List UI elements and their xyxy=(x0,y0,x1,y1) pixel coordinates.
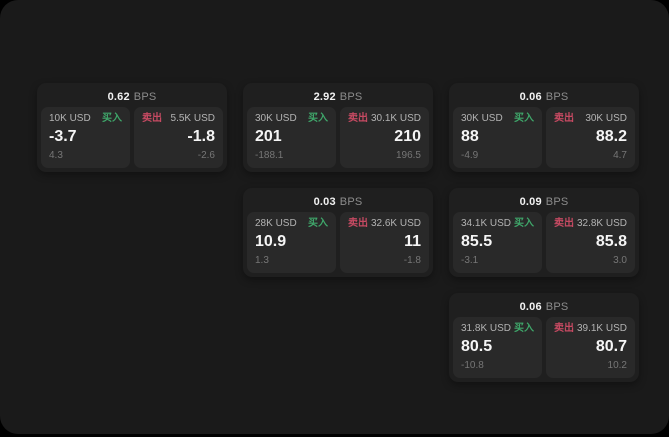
sell-side-label: 卖出 xyxy=(348,218,368,229)
quote-card: 0.06 BPS 30K USD 买入 88 -4.9 卖出 30K USD xyxy=(449,83,639,172)
quote-card: 0.03 BPS 28K USD 买入 10.9 1.3 卖出 32.6K US… xyxy=(243,188,433,277)
sell-side-label: 卖出 xyxy=(554,323,574,334)
bps-value: 0.09 xyxy=(519,196,542,208)
buy-delta: -188.1 xyxy=(255,150,284,161)
card-header: 0.09 BPS xyxy=(453,192,635,212)
buy-tile[interactable]: 34.1K USD 买入 85.5 -3.1 xyxy=(453,212,542,273)
sell-delta: 196.5 xyxy=(395,150,421,161)
sell-price: 88.2 xyxy=(595,128,627,145)
buy-amount: 10K USD xyxy=(49,113,91,124)
buy-price: 88 xyxy=(461,128,479,145)
sell-side-label: 卖出 xyxy=(554,113,574,124)
sell-price: 80.7 xyxy=(595,338,627,355)
buy-tile[interactable]: 30K USD 买入 88 -4.9 xyxy=(453,107,542,168)
bps-value: 2.92 xyxy=(313,91,336,103)
sell-tile[interactable]: 卖出 32.6K USD 11 -1.8 xyxy=(340,212,429,273)
sell-delta: -2.6 xyxy=(197,150,215,161)
buy-price: 201 xyxy=(255,128,282,145)
bps-value: 0.62 xyxy=(107,91,130,103)
card-header: 0.62 BPS xyxy=(41,87,223,107)
card-header: 0.03 BPS xyxy=(247,192,429,212)
buy-amount: 30K USD xyxy=(461,113,503,124)
bps-value: 0.03 xyxy=(313,196,336,208)
buy-tile[interactable]: 30K USD 买入 201 -188.1 xyxy=(247,107,336,168)
bps-unit: BPS xyxy=(133,91,157,103)
sell-delta: 10.2 xyxy=(607,360,627,371)
buy-delta: -3.1 xyxy=(461,255,479,266)
buy-delta: -4.9 xyxy=(461,150,479,161)
buy-tile[interactable]: 31.8K USD 买入 80.5 -10.8 xyxy=(453,317,542,378)
buy-delta: 4.3 xyxy=(49,150,63,161)
sell-price: 210 xyxy=(394,128,421,145)
sell-tile[interactable]: 卖出 5.5K USD -1.8 -2.6 xyxy=(134,107,223,168)
sell-delta: 4.7 xyxy=(613,150,627,161)
sell-price: -1.8 xyxy=(187,128,215,145)
sell-amount: 30K USD xyxy=(585,113,627,124)
bps-value: 0.06 xyxy=(519,301,542,313)
sell-tile[interactable]: 卖出 30K USD 88.2 4.7 xyxy=(546,107,635,168)
sell-price: 11 xyxy=(404,233,421,250)
buy-side-label: 买入 xyxy=(102,113,122,124)
sell-delta: -1.8 xyxy=(403,255,421,266)
bps-value: 0.06 xyxy=(519,91,542,103)
buy-side-label: 买入 xyxy=(308,218,328,229)
bps-unit: BPS xyxy=(339,91,363,103)
sell-amount: 32.8K USD xyxy=(576,218,627,229)
sell-side-label: 卖出 xyxy=(348,113,368,124)
buy-amount: 28K USD xyxy=(255,218,297,229)
sell-amount: 5.5K USD xyxy=(170,113,215,124)
buy-price: -3.7 xyxy=(49,128,77,145)
sell-amount: 30.1K USD xyxy=(370,113,421,124)
sell-tile[interactable]: 卖出 39.1K USD 80.7 10.2 xyxy=(546,317,635,378)
sell-amount: 32.6K USD xyxy=(370,218,421,229)
buy-amount: 34.1K USD xyxy=(461,218,512,229)
card-header: 2.92 BPS xyxy=(247,87,429,107)
buy-price: 85.5 xyxy=(461,233,493,250)
buy-side-label: 买入 xyxy=(514,113,534,124)
sell-side-label: 卖出 xyxy=(554,218,574,229)
buy-amount: 30K USD xyxy=(255,113,297,124)
buy-amount: 31.8K USD xyxy=(461,323,512,334)
bps-unit: BPS xyxy=(545,196,569,208)
bps-unit: BPS xyxy=(339,196,363,208)
sell-tile[interactable]: 卖出 32.8K USD 85.8 3.0 xyxy=(546,212,635,273)
buy-tile[interactable]: 10K USD 买入 -3.7 4.3 xyxy=(41,107,130,168)
buy-price: 80.5 xyxy=(461,338,493,355)
bps-unit: BPS xyxy=(545,301,569,313)
buy-side-label: 买入 xyxy=(308,113,328,124)
quote-cards-grid: 0.62 BPS 10K USD 买入 -3.7 4.3 卖出 5.5K USD xyxy=(37,83,639,382)
buy-delta: -10.8 xyxy=(461,360,484,371)
quote-card: 0.06 BPS 31.8K USD 买入 80.5 -10.8 卖出 39.1… xyxy=(449,293,639,382)
buy-delta: 1.3 xyxy=(255,255,269,266)
sell-tile[interactable]: 卖出 30.1K USD 210 196.5 xyxy=(340,107,429,168)
card-header: 0.06 BPS xyxy=(453,87,635,107)
sell-amount: 39.1K USD xyxy=(576,323,627,334)
quote-card: 2.92 BPS 30K USD 买入 201 -188.1 卖出 30.1K … xyxy=(243,83,433,172)
sell-side-label: 卖出 xyxy=(142,113,162,124)
buy-side-label: 买入 xyxy=(514,323,534,334)
quote-card: 0.62 BPS 10K USD 买入 -3.7 4.3 卖出 5.5K USD xyxy=(37,83,227,172)
buy-side-label: 买入 xyxy=(514,218,534,229)
buy-price: 10.9 xyxy=(255,233,287,250)
sell-delta: 3.0 xyxy=(613,255,627,266)
card-header: 0.06 BPS xyxy=(453,297,635,317)
buy-tile[interactable]: 28K USD 买入 10.9 1.3 xyxy=(247,212,336,273)
sell-price: 85.8 xyxy=(595,233,627,250)
bps-unit: BPS xyxy=(545,91,569,103)
quote-card: 0.09 BPS 34.1K USD 买入 85.5 -3.1 卖出 32.8K… xyxy=(449,188,639,277)
